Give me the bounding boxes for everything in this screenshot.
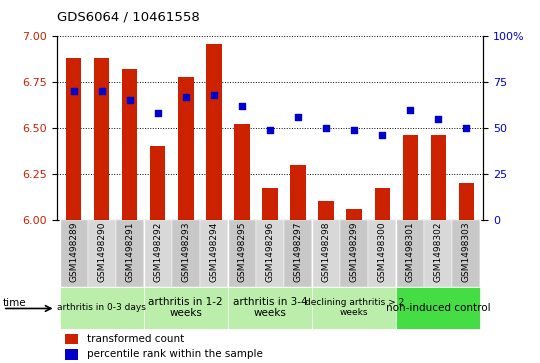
Text: GSM1498294: GSM1498294 (210, 222, 218, 282)
Bar (234, 124, 249, 220)
Bar (228, 287, 312, 329)
Text: GSM1498301: GSM1498301 (406, 222, 415, 282)
Text: declining arthritis > 2
weeks: declining arthritis > 2 weeks (305, 298, 404, 317)
Text: GSM1498291: GSM1498291 (125, 222, 134, 282)
Text: transformed count: transformed count (86, 334, 184, 344)
Bar (284, 220, 312, 287)
Bar (312, 287, 396, 329)
Text: GSM1498299: GSM1498299 (350, 222, 359, 282)
Bar (459, 183, 474, 220)
Bar (312, 220, 340, 287)
Bar (368, 220, 396, 287)
Bar (375, 188, 390, 220)
Bar (396, 287, 481, 329)
Bar (65, 349, 78, 359)
Text: arthritis in 1-2
weeks: arthritis in 1-2 weeks (148, 297, 223, 318)
Text: GSM1498292: GSM1498292 (153, 222, 162, 282)
Bar (403, 135, 418, 220)
Text: GSM1498289: GSM1498289 (69, 222, 78, 282)
Bar (291, 165, 306, 220)
Text: GSM1498295: GSM1498295 (238, 222, 246, 282)
Bar (453, 220, 481, 287)
Text: GSM1498296: GSM1498296 (266, 222, 274, 282)
Bar (66, 58, 81, 220)
Text: time: time (3, 298, 26, 309)
Text: GDS6064 / 10461558: GDS6064 / 10461558 (57, 11, 199, 24)
Text: GSM1498300: GSM1498300 (378, 222, 387, 282)
Text: GSM1498298: GSM1498298 (322, 222, 330, 282)
Point (125, 98, 134, 103)
Point (322, 125, 330, 131)
Bar (59, 287, 144, 329)
Bar (319, 201, 334, 220)
Bar (65, 334, 78, 344)
Bar (340, 220, 368, 287)
Point (153, 110, 162, 116)
Bar (206, 44, 221, 220)
Bar (178, 77, 193, 220)
Text: arthritis in 0-3 days: arthritis in 0-3 days (57, 303, 146, 312)
Bar (424, 220, 453, 287)
Text: GSM1498302: GSM1498302 (434, 222, 443, 282)
Text: non-induced control: non-induced control (386, 303, 491, 313)
Bar (262, 188, 278, 220)
Point (266, 127, 274, 133)
Text: GSM1498290: GSM1498290 (97, 222, 106, 282)
Bar (347, 209, 362, 220)
Point (294, 114, 302, 120)
Text: arthritis in 3-4
weeks: arthritis in 3-4 weeks (233, 297, 307, 318)
Point (378, 132, 387, 138)
Point (69, 88, 78, 94)
Bar (94, 58, 109, 220)
Bar (256, 220, 284, 287)
Bar (150, 146, 165, 220)
Bar (396, 220, 424, 287)
Point (462, 125, 471, 131)
Bar (144, 287, 228, 329)
Point (434, 116, 443, 122)
Point (406, 107, 415, 113)
Bar (87, 220, 116, 287)
Bar (122, 69, 137, 220)
Point (181, 94, 190, 100)
Bar (116, 220, 144, 287)
Bar (172, 220, 200, 287)
Bar (144, 220, 172, 287)
Text: GSM1498303: GSM1498303 (462, 222, 471, 282)
Bar (59, 220, 87, 287)
Point (238, 103, 246, 109)
Text: GSM1498293: GSM1498293 (181, 222, 190, 282)
Text: percentile rank within the sample: percentile rank within the sample (86, 349, 262, 359)
Point (210, 92, 218, 98)
Point (97, 88, 106, 94)
Bar (431, 135, 446, 220)
Point (350, 127, 359, 133)
Text: GSM1498297: GSM1498297 (294, 222, 302, 282)
Bar (200, 220, 228, 287)
Bar (228, 220, 256, 287)
